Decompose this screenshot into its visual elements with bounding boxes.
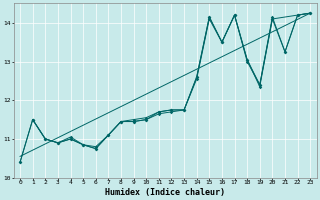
X-axis label: Humidex (Indice chaleur): Humidex (Indice chaleur) [105,188,225,197]
